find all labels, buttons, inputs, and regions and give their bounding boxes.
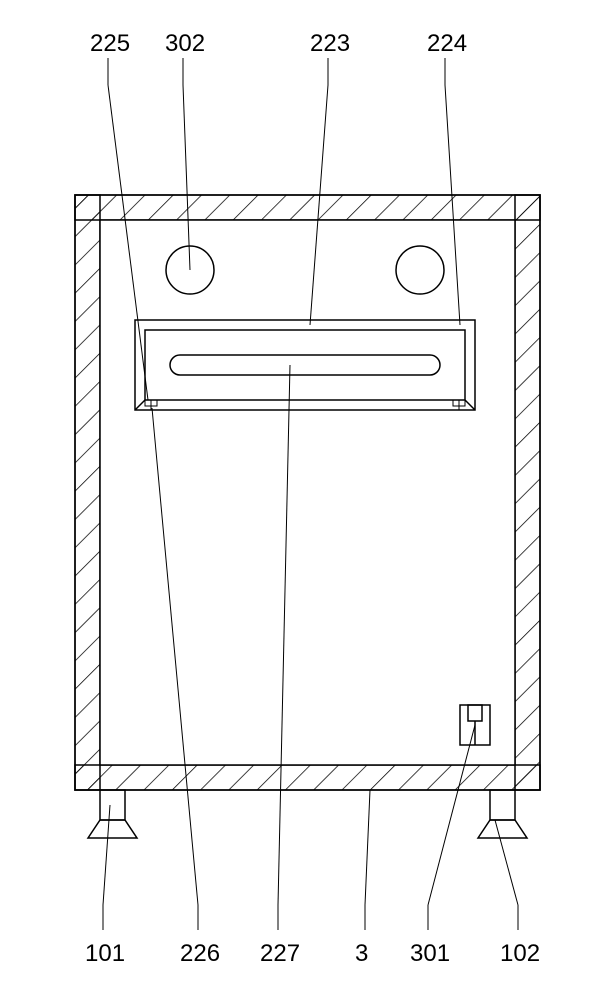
foot-right [478, 790, 527, 838]
label-224: 224 [427, 30, 467, 58]
foot-left [88, 790, 137, 838]
label-3: 3 [355, 940, 368, 968]
label-102: 102 [500, 940, 540, 968]
label-101: 101 [85, 940, 125, 968]
label-302: 302 [165, 30, 205, 58]
label-301: 301 [410, 940, 450, 968]
label-227: 227 [260, 940, 300, 968]
label-225: 225 [90, 30, 130, 58]
diagram-svg [0, 0, 604, 1000]
technical-diagram: 225 302 223 224 101 226 227 3 301 102 [0, 0, 604, 1000]
label-226: 226 [180, 940, 220, 968]
inner-box [100, 220, 515, 765]
label-223: 223 [310, 30, 350, 58]
